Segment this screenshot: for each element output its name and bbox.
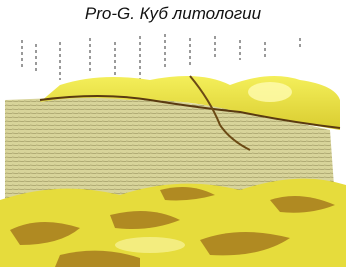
page: Pro-G. Куб литологии <box>0 0 346 267</box>
highlight <box>115 237 185 253</box>
wells <box>22 34 300 80</box>
lithology-cube-image <box>0 0 346 267</box>
highlight <box>248 82 292 102</box>
